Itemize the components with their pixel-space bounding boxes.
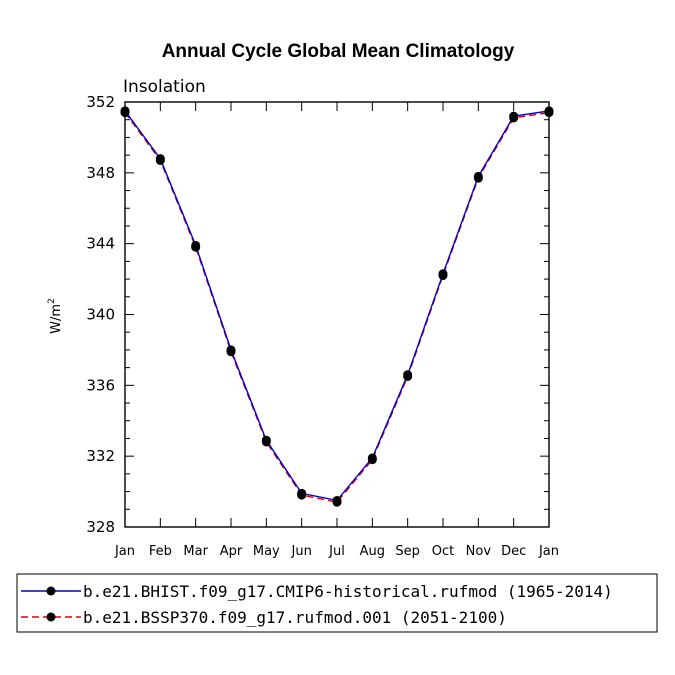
y-tick-label: 348	[86, 164, 115, 182]
y-axis-label: W/m2	[47, 298, 64, 334]
legend-marker-1	[46, 586, 56, 596]
x-tick-label: Oct	[432, 544, 454, 559]
x-tick-label: Jun	[291, 544, 312, 559]
chart-title: Annual Cycle Global Mean Climatology	[162, 41, 515, 62]
x-tick-label: Mar	[183, 544, 208, 559]
x-tick-label: Apr	[220, 544, 243, 559]
series-2-point	[261, 437, 271, 447]
plot-area: 328 332 336 340 344 348 352 Jan Feb Mar Apr May Jun J…	[86, 93, 559, 559]
x-tick-label: Jul	[328, 544, 345, 559]
series-2-point	[367, 455, 377, 465]
series-2-point	[544, 108, 554, 118]
x-tick-label: Sep	[395, 544, 420, 559]
series-2-point	[226, 347, 236, 357]
y-tick-label: 340	[86, 306, 115, 324]
series-line-1	[124, 110, 550, 502]
y-tick-label: 336	[86, 376, 115, 394]
y-tick-label: 332	[86, 447, 115, 465]
series-2-point	[297, 490, 307, 500]
x-tick-label: Nov	[466, 544, 492, 559]
series-2-point	[191, 242, 201, 252]
series-2-point	[155, 155, 165, 165]
series-2-point	[473, 173, 483, 183]
x-tick-label: Jan	[114, 544, 135, 559]
chart-subtitle: Insolation	[123, 77, 206, 97]
y-tick-label: 352	[86, 93, 115, 111]
legend-label-1: b.e21.BHIST.f09_g17.CMIP6-historical.ruf…	[83, 582, 613, 601]
legend-marker-2	[46, 612, 56, 622]
y-tick-label: 344	[86, 235, 115, 253]
x-tick-label: Dec	[501, 544, 526, 559]
legend: b.e21.BHIST.f09_g17.CMIP6-historical.ruf…	[16, 573, 658, 633]
series-2-point	[438, 271, 448, 281]
x-tick-label: May	[253, 544, 280, 559]
series-2-point	[332, 497, 342, 507]
series-2-point	[403, 371, 413, 381]
x-tick-label: Aug	[360, 544, 385, 559]
series-2-point	[120, 108, 130, 118]
x-tick-label: Jan	[538, 544, 559, 559]
x-tick-label: Feb	[149, 544, 172, 559]
legend-label-2: b.e21.BSSP370.f09_g17.rufmod.001 (2051-2…	[83, 608, 507, 627]
series-line-2	[124, 111, 550, 503]
legend-box	[16, 573, 658, 633]
y-tick-label: 328	[86, 518, 115, 536]
series-2-point	[509, 113, 519, 123]
